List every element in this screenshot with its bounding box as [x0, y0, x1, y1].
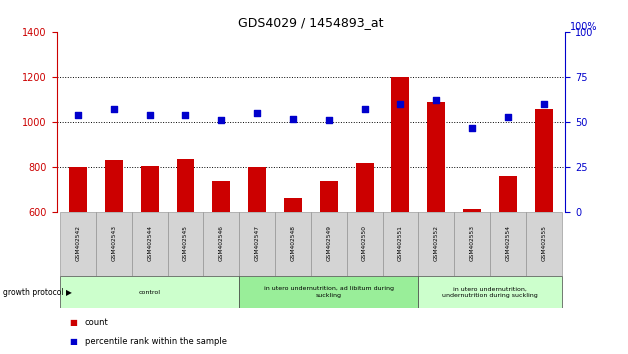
Bar [490, 212, 526, 276]
Point [360, 107, 370, 112]
Bar [454, 212, 490, 276]
Bar [176, 159, 195, 212]
Bar [203, 212, 239, 276]
Bar [418, 212, 454, 276]
Point [288, 116, 298, 121]
Bar [60, 276, 239, 308]
Bar [463, 209, 481, 212]
Bar [239, 276, 418, 308]
Text: percentile rank within the sample: percentile rank within the sample [85, 337, 227, 346]
Text: GSM402551: GSM402551 [398, 225, 403, 261]
Point [109, 107, 119, 112]
Point [539, 101, 549, 107]
Bar [105, 160, 123, 212]
Point [252, 110, 262, 116]
Text: growth protocol ▶: growth protocol ▶ [3, 287, 72, 297]
Text: GSM402545: GSM402545 [183, 225, 188, 261]
Bar [355, 163, 374, 212]
Point [73, 112, 83, 118]
Point [180, 112, 190, 118]
Bar [535, 109, 553, 212]
Text: GSM402544: GSM402544 [147, 225, 152, 261]
Text: control: control [139, 290, 161, 295]
Text: GSM402555: GSM402555 [541, 225, 546, 261]
Text: GSM402552: GSM402552 [434, 225, 439, 261]
Point [431, 98, 441, 103]
Bar [526, 212, 561, 276]
Point [216, 118, 226, 123]
Bar [427, 102, 445, 212]
Bar [60, 212, 96, 276]
Bar [391, 77, 409, 212]
Text: 100%: 100% [570, 22, 598, 32]
Text: GSM402550: GSM402550 [362, 225, 367, 261]
Text: in utero undernutrition, ad libitum during
suckling: in utero undernutrition, ad libitum duri… [264, 286, 394, 298]
Bar [382, 212, 418, 276]
Text: ■: ■ [69, 337, 77, 346]
Bar [212, 181, 230, 212]
Text: GSM402542: GSM402542 [75, 225, 80, 261]
Text: GSM402554: GSM402554 [506, 225, 511, 261]
Bar [347, 212, 382, 276]
Bar [141, 166, 159, 212]
Bar [132, 212, 168, 276]
Bar [239, 212, 275, 276]
Text: GSM402553: GSM402553 [470, 225, 475, 261]
Text: GSM402546: GSM402546 [219, 225, 224, 261]
Bar [248, 167, 266, 212]
Bar [96, 212, 132, 276]
Point [467, 125, 477, 130]
Point [503, 114, 513, 120]
Text: count: count [85, 318, 109, 327]
Title: GDS4029 / 1454893_at: GDS4029 / 1454893_at [238, 16, 384, 29]
Bar [275, 212, 311, 276]
Text: in utero undernutrition,
undernutrition during suckling: in utero undernutrition, undernutrition … [442, 286, 538, 298]
Bar [320, 181, 338, 212]
Bar [311, 212, 347, 276]
Text: GSM402548: GSM402548 [290, 225, 295, 261]
Bar [499, 176, 517, 212]
Text: ■: ■ [69, 318, 77, 327]
Text: GSM402549: GSM402549 [327, 225, 332, 261]
Point [324, 118, 334, 123]
Bar [69, 167, 87, 212]
Bar [418, 276, 561, 308]
Point [396, 101, 406, 107]
Text: GSM402547: GSM402547 [254, 225, 259, 261]
Text: GSM402543: GSM402543 [111, 225, 116, 261]
Point [144, 112, 154, 118]
Bar [168, 212, 203, 276]
Bar [284, 198, 302, 212]
